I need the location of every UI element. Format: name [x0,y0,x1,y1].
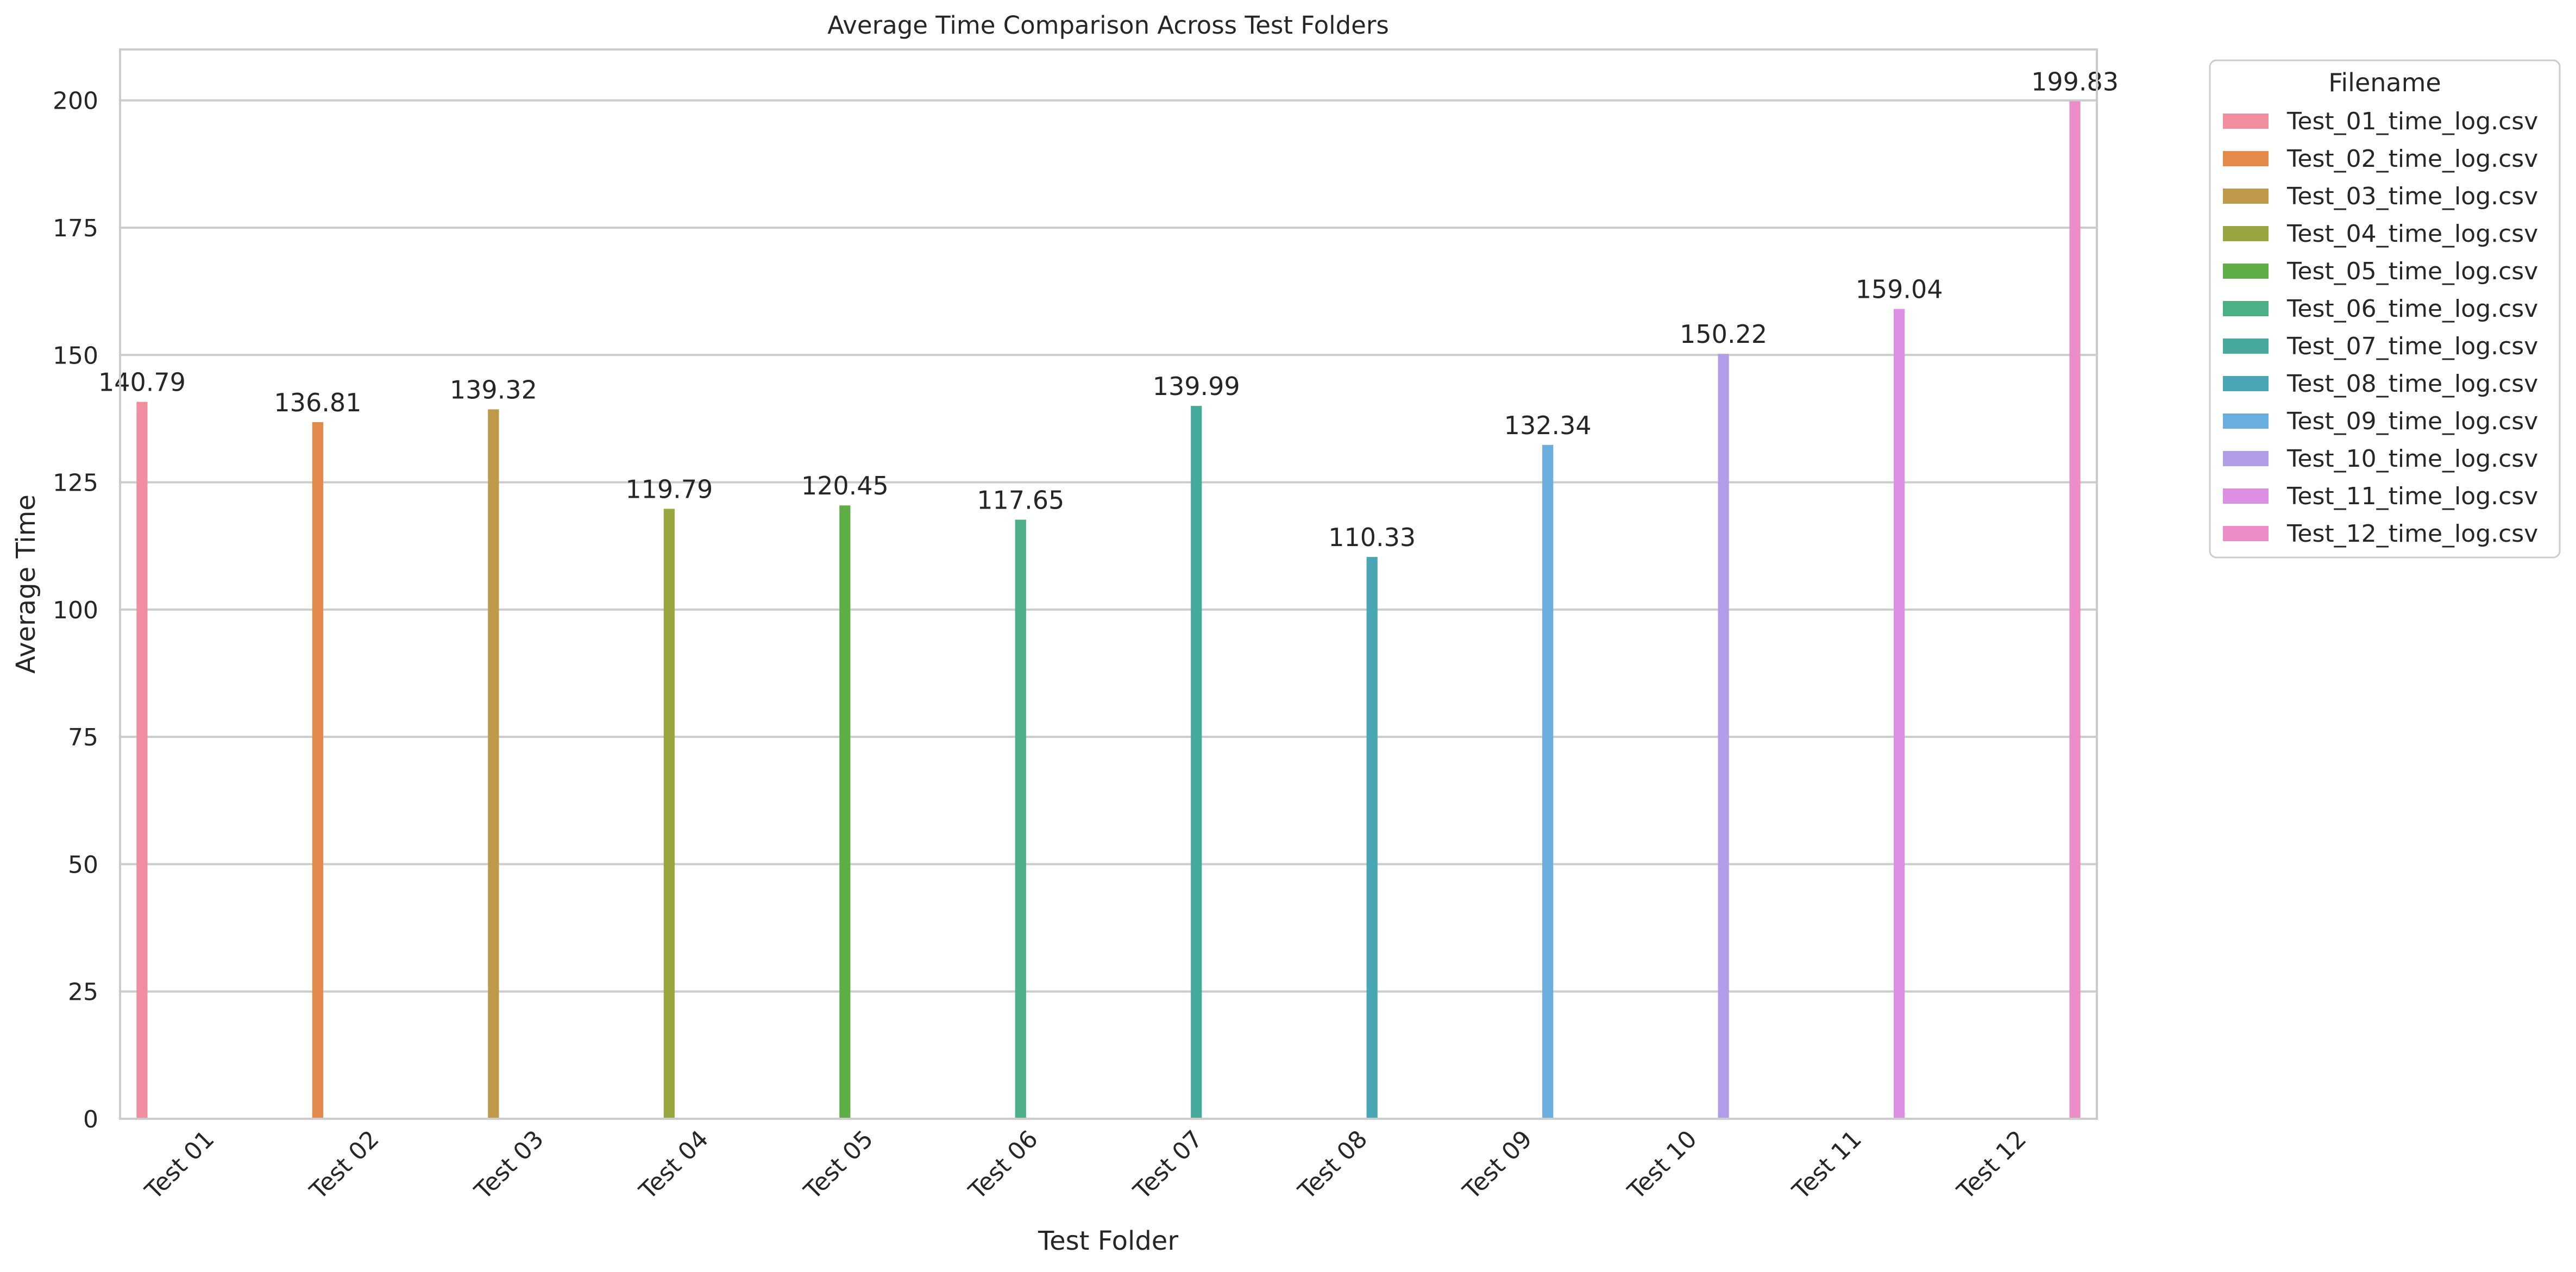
bar-value-label: 119.79 [625,474,713,504]
legend-entry: Test_06_time_log.csv [2286,295,2538,323]
bar [1893,309,1905,1119]
bar-value-label: 139.32 [450,375,537,404]
legend-entry: Test_05_time_log.csv [2286,258,2538,285]
legend-swatch [2223,301,2269,316]
x-tick-label: Test 05 [799,1125,879,1206]
legend-entry: Test_01_time_log.csv [2286,108,2538,135]
bar-value-label: 199.83 [2031,67,2119,96]
x-tick-label: Test 01 [140,1125,220,1206]
legend-swatch [2223,189,2269,204]
legend-swatch [2223,376,2269,391]
bar-value-label: 150.22 [1680,319,1767,349]
legend-entry: Test_11_time_log.csv [2286,483,2538,510]
bars [136,101,2081,1119]
y-tick-label: 150 [53,342,98,369]
x-tick-label: Test 09 [1457,1125,1538,1206]
bar [1366,557,1378,1119]
bar [1718,354,1729,1119]
bar [839,505,851,1119]
legend-swatch [2223,488,2269,504]
x-tick-label: Test 11 [1787,1125,1867,1206]
legend-entry: Test_04_time_log.csv [2286,220,2538,248]
bar-value-label: 159.04 [1856,275,1943,304]
legend-swatch [2223,451,2269,466]
y-tick-label: 50 [68,851,98,879]
bar-value-label: 136.81 [274,388,361,417]
bar-value-label: 110.33 [1328,523,1416,552]
legend-swatch [2223,264,2269,279]
gridlines [120,99,2097,1120]
x-tick-label: Test 03 [469,1125,549,1206]
legend-items: Test_01_time_log.csv Test_02_time_log.csv… [2223,108,2538,548]
x-tick-label: Test 06 [963,1125,1044,1206]
x-axis-label: Test Folder [1038,1226,1178,1256]
chart-title: Average Time Comparison Across Test Fold… [827,11,1389,40]
bar [1015,519,1026,1119]
x-tick-label: Test 10 [1622,1125,1702,1206]
y-axis-ticks: 0 25 50 75 100 125 150 175 200 [53,87,98,1133]
y-axis-label: Average Time [11,494,41,674]
bar-value-label: 120.45 [801,471,889,500]
bar-value-label: 139.99 [1153,372,1240,401]
legend-entry: Test_10_time_log.csv [2286,445,2538,473]
y-tick-label: 0 [83,1106,98,1133]
bar-value-label: 140.79 [98,368,186,397]
y-tick-label: 25 [68,979,98,1006]
x-tick-label: Test 07 [1128,1125,1208,1206]
legend-entry: Test_03_time_log.csv [2286,183,2538,210]
y-tick-label: 125 [53,469,98,497]
plot-frame [119,48,2098,1120]
legend-swatch [2223,114,2269,129]
bar [2069,101,2081,1119]
x-tick-label: Test 02 [304,1125,385,1206]
legend-frame [2209,59,2561,559]
bar [312,422,324,1119]
bar [1542,444,1554,1119]
y-tick-label: 200 [53,87,98,115]
legend-entry: Test_07_time_log.csv [2286,333,2538,360]
bar-value-label: 117.65 [977,485,1064,515]
legend-entry: Test_08_time_log.csv [2286,370,2538,398]
legend-swatch [2223,151,2269,166]
legend-entry: Test_09_time_log.csv [2286,408,2538,435]
legend-swatch [2223,226,2269,241]
x-tick-label: Test 12 [1952,1125,2032,1206]
x-tick-label: Test 08 [1293,1125,1373,1206]
legend-entry: Test_12_time_log.csv [2286,520,2538,548]
bar [136,402,148,1119]
bar [1191,406,1202,1119]
y-tick-label: 100 [53,597,98,624]
x-tick-label: Test 04 [634,1125,714,1206]
y-tick-label: 175 [53,215,98,242]
bar-value-labels: 140.79 136.81 139.32 119.79 120.45 117.65 139.… [98,67,2119,552]
bar-value-label: 132.34 [1504,411,1592,440]
legend-swatch [2223,339,2269,354]
x-axis-ticks: Test 01 Test 02 Test 03 Test 04 Test 05 Test … [140,1125,2032,1206]
legend-title: Filename [2328,68,2441,97]
legend: Filename Test_01_time_log.csv Test_02_tim… [2209,59,2561,559]
bar [663,509,675,1119]
bar [488,409,499,1119]
y-tick-label: 75 [68,724,98,751]
legend-entry: Test_02_time_log.csv [2286,145,2538,173]
legend-swatch [2223,413,2269,429]
legend-swatch [2223,526,2269,541]
